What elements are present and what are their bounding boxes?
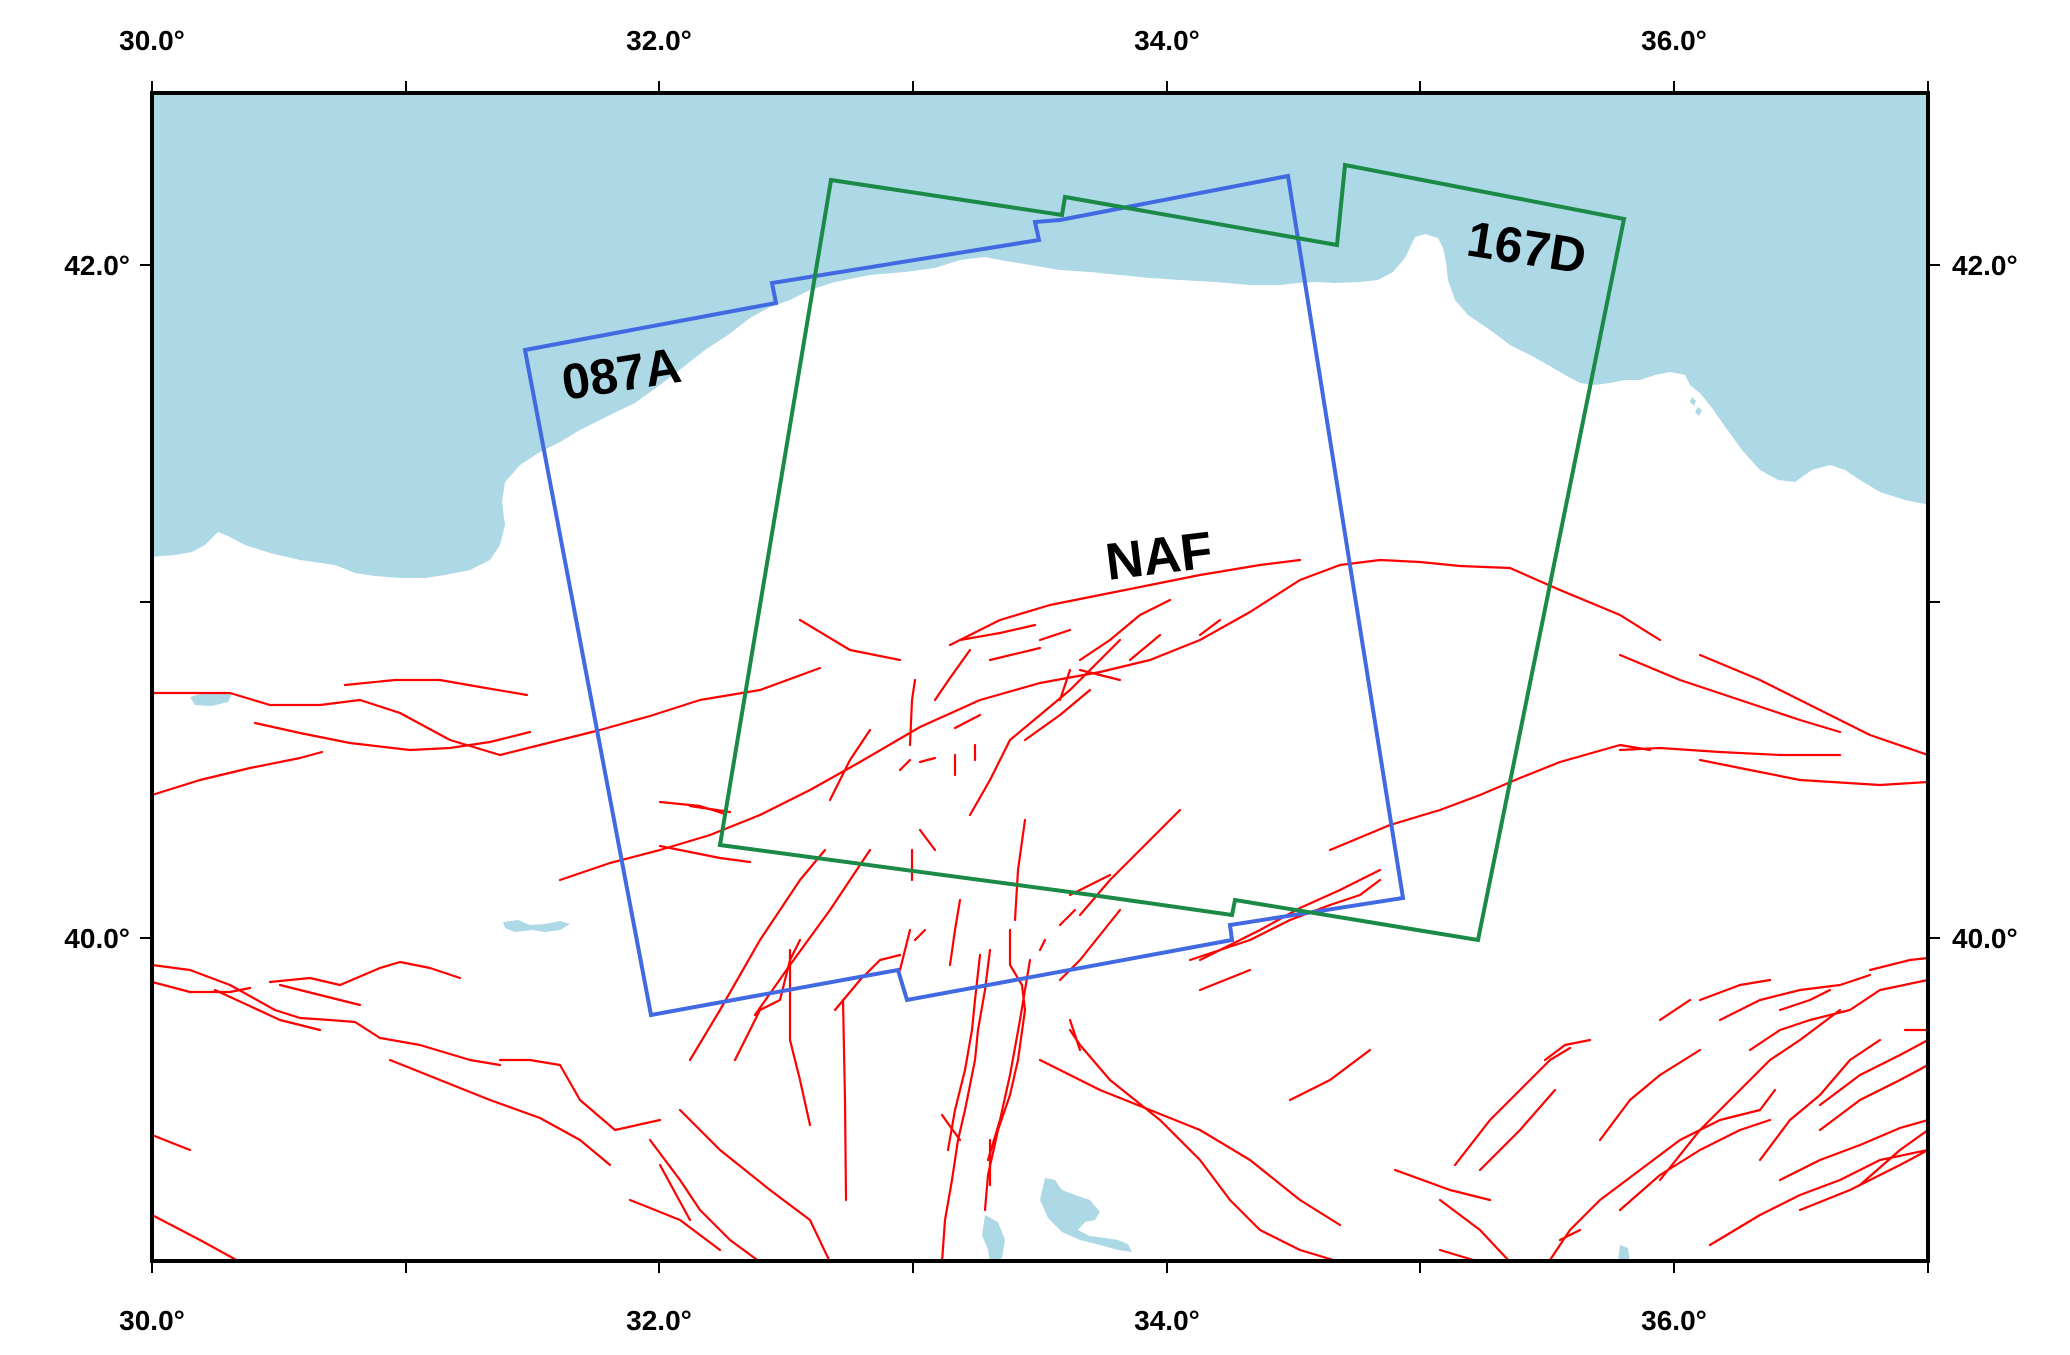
fault-lines — [152, 558, 1928, 1261]
axis-ticks — [140, 81, 1940, 1273]
lat-tick-right-42: 42.0° — [1952, 250, 2018, 281]
lon-tick-bottom-30: 30.0° — [119, 1305, 185, 1336]
lake — [503, 920, 570, 932]
black-sea — [152, 93, 1928, 578]
lon-tick-bottom-36: 36.0° — [1641, 1305, 1707, 1336]
lon-tick-bottom-34: 34.0° — [1134, 1305, 1200, 1336]
lon-tick-top-30: 30.0° — [119, 25, 185, 56]
lon-tick-top-32: 32.0° — [626, 25, 692, 56]
lat-tick-left-40: 40.0° — [64, 923, 130, 954]
lon-tick-bottom-32: 32.0° — [626, 1305, 692, 1336]
map-area — [152, 93, 1928, 1261]
lat-tick-right-40: 40.0° — [1952, 923, 2018, 954]
map-frame-border — [150, 91, 1930, 1263]
lake — [982, 1215, 1005, 1261]
label-naf: NAF — [1102, 521, 1215, 592]
lake — [190, 692, 232, 706]
lake — [1618, 1245, 1630, 1261]
lat-tick-left-42: 42.0° — [64, 250, 130, 281]
lake — [1690, 397, 1702, 416]
lake — [1040, 1178, 1132, 1252]
lon-tick-top-34: 34.0° — [1134, 25, 1200, 56]
descending-track-frame — [717, 162, 1627, 943]
lon-tick-top-36: 36.0° — [1641, 25, 1707, 56]
